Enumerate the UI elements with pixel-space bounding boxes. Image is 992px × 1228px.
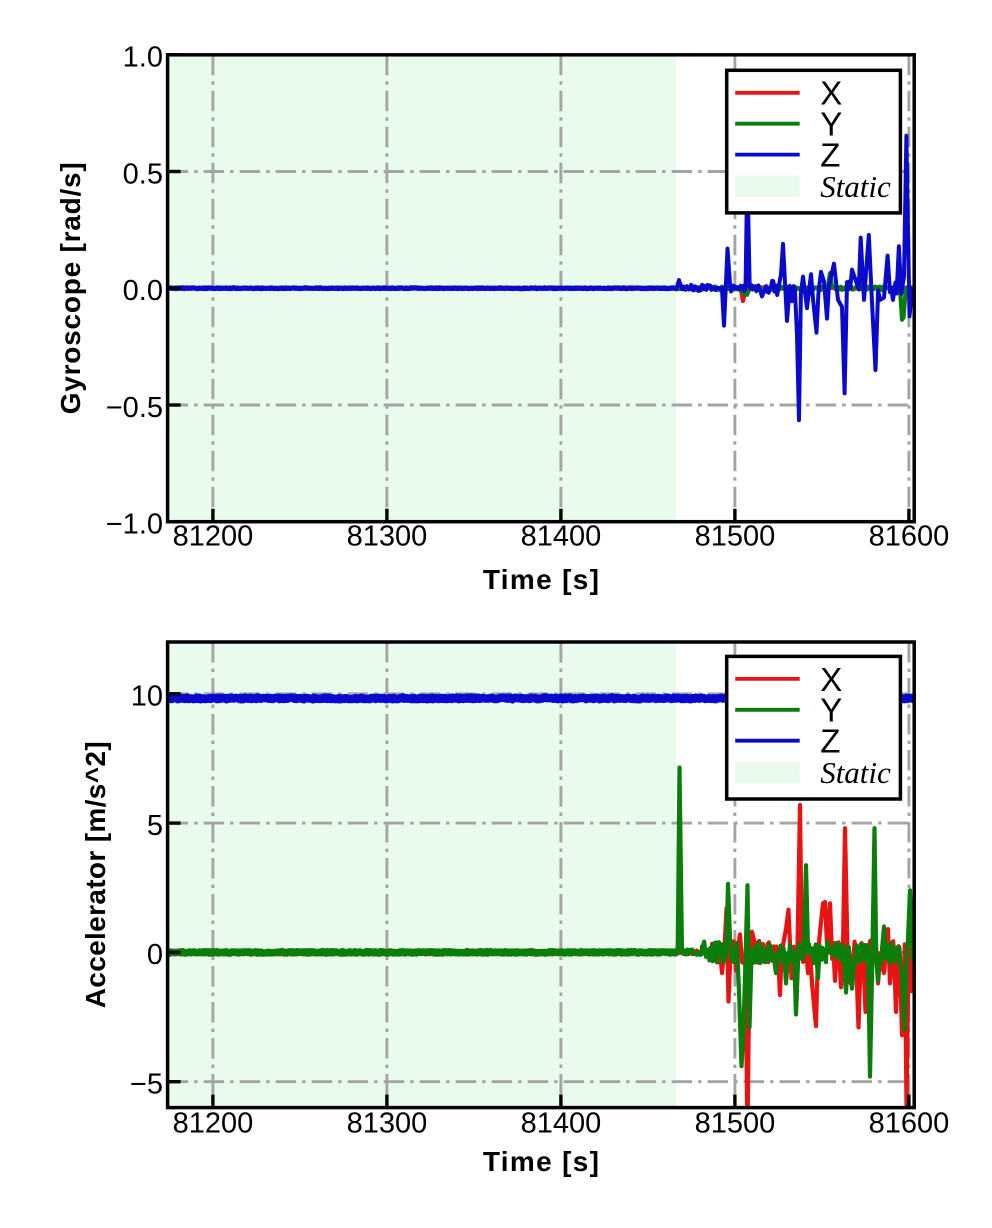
svg-text:81500: 81500 bbox=[695, 1108, 776, 1140]
svg-text:81400: 81400 bbox=[521, 520, 602, 552]
svg-text:Y: Y bbox=[820, 692, 842, 729]
svg-text:81200: 81200 bbox=[173, 520, 254, 552]
svg-text:1.0: 1.0 bbox=[123, 42, 163, 74]
svg-text:Time [s]: Time [s] bbox=[483, 1146, 599, 1177]
svg-text:81200: 81200 bbox=[173, 1108, 254, 1140]
svg-text:Z: Z bbox=[820, 137, 840, 174]
svg-text:Time [s]: Time [s] bbox=[483, 564, 599, 595]
svg-text:Accelerator [m/s^2]: Accelerator [m/s^2] bbox=[80, 741, 111, 1008]
svg-text:−0.5: −0.5 bbox=[106, 392, 163, 424]
svg-text:0: 0 bbox=[147, 939, 163, 971]
svg-text:Gyroscope [rad/s]: Gyroscope [rad/s] bbox=[55, 162, 86, 414]
svg-text:81600: 81600 bbox=[869, 1108, 950, 1140]
svg-text:0.5: 0.5 bbox=[123, 158, 163, 190]
svg-text:Z: Z bbox=[820, 723, 840, 760]
svg-text:81500: 81500 bbox=[695, 520, 776, 552]
svg-text:81600: 81600 bbox=[869, 520, 950, 552]
svg-text:81300: 81300 bbox=[347, 1108, 428, 1140]
svg-text:81300: 81300 bbox=[347, 520, 428, 552]
svg-text:Y: Y bbox=[820, 106, 842, 143]
svg-text:81400: 81400 bbox=[521, 1108, 602, 1140]
svg-text:Static: Static bbox=[820, 755, 891, 790]
svg-text:10: 10 bbox=[131, 681, 163, 713]
svg-text:−1.0: −1.0 bbox=[106, 509, 163, 541]
svg-text:0.0: 0.0 bbox=[123, 275, 163, 307]
svg-text:X: X bbox=[820, 75, 842, 112]
svg-text:5: 5 bbox=[147, 810, 163, 842]
svg-text:Static: Static bbox=[820, 169, 891, 204]
svg-text:−5: −5 bbox=[130, 1069, 163, 1101]
svg-text:X: X bbox=[820, 661, 842, 698]
